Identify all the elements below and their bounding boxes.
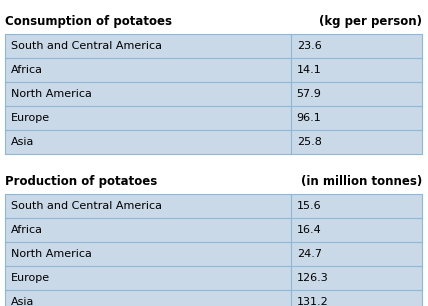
- Bar: [5, 242, 422, 266]
- Bar: [5, 266, 422, 290]
- Text: South and Central America: South and Central America: [11, 41, 162, 51]
- Bar: [5, 218, 422, 242]
- Text: 57.9: 57.9: [297, 89, 321, 99]
- Text: North America: North America: [11, 249, 92, 259]
- Text: 16.4: 16.4: [297, 225, 321, 235]
- Text: Africa: Africa: [11, 65, 43, 75]
- Text: Production of potatoes: Production of potatoes: [5, 174, 157, 188]
- Text: 126.3: 126.3: [297, 273, 328, 283]
- Text: Asia: Asia: [11, 297, 34, 306]
- Text: Asia: Asia: [11, 137, 34, 147]
- Text: 131.2: 131.2: [297, 297, 328, 306]
- Bar: [5, 194, 422, 218]
- Text: (in million tonnes): (in million tonnes): [301, 174, 422, 188]
- Text: 24.7: 24.7: [297, 249, 322, 259]
- Text: Africa: Africa: [11, 225, 43, 235]
- Text: North America: North America: [11, 89, 92, 99]
- Text: Consumption of potatoes: Consumption of potatoes: [5, 14, 172, 28]
- Text: 96.1: 96.1: [297, 113, 321, 123]
- Text: (kg per person): (kg per person): [319, 14, 422, 28]
- Text: South and Central America: South and Central America: [11, 201, 162, 211]
- Text: 25.8: 25.8: [297, 137, 321, 147]
- Bar: [5, 34, 422, 58]
- Text: 23.6: 23.6: [297, 41, 321, 51]
- Text: 15.6: 15.6: [297, 201, 321, 211]
- Text: Europe: Europe: [11, 113, 50, 123]
- Bar: [5, 106, 422, 130]
- Bar: [5, 82, 422, 106]
- Bar: [5, 58, 422, 82]
- Text: Europe: Europe: [11, 273, 50, 283]
- Bar: [5, 290, 422, 306]
- Bar: [5, 130, 422, 154]
- Text: 14.1: 14.1: [297, 65, 321, 75]
